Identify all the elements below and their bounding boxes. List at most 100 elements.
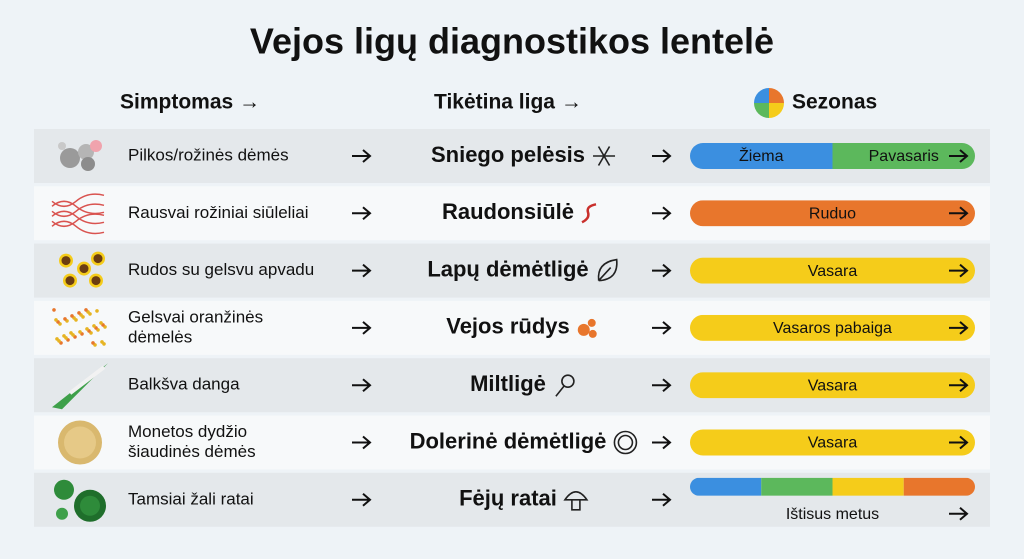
disease-icon — [587, 318, 596, 327]
season-bar — [690, 477, 762, 496]
arrow — [652, 321, 672, 335]
icon-part — [92, 324, 96, 328]
icon-part — [77, 311, 81, 315]
disease-icon — [617, 434, 634, 451]
icon-part — [70, 314, 74, 318]
icon-part — [51, 203, 105, 218]
icon-part — [78, 144, 94, 160]
symptom: šiaudinės dėmės — [128, 442, 256, 461]
icon-part — [51, 210, 105, 225]
disease: Raudonsiūlė — [442, 199, 574, 224]
season-bar — [690, 314, 975, 341]
arrow — [352, 263, 372, 278]
pie-icon — [754, 88, 784, 118]
icon-part — [54, 479, 74, 500]
icon-part — [64, 426, 96, 459]
icon-part — [85, 327, 89, 331]
symptom: Monetos dydžio — [128, 422, 247, 441]
season-bar — [690, 257, 975, 284]
symptom: dėmelės — [128, 327, 192, 346]
symptom: Balkšva danga — [128, 375, 240, 394]
arrow — [949, 149, 969, 163]
symptom: Tamsiai žali ratai — [128, 489, 254, 508]
season-bar — [690, 200, 975, 227]
icon-part — [93, 254, 103, 264]
disease-icon — [581, 203, 597, 224]
disease-icon — [588, 329, 597, 338]
season-bar — [903, 477, 975, 496]
arrow — [652, 378, 672, 392]
icon-part — [51, 220, 105, 235]
icon-part — [61, 256, 71, 266]
icon-part — [51, 200, 105, 215]
icon-part — [84, 308, 88, 312]
rows: Pilkos/rožinės dėmės Sniego pelėsis Žiema P… — [34, 129, 990, 527]
season-bar — [690, 372, 975, 399]
disease-icon — [597, 146, 611, 166]
icon-part — [81, 157, 95, 171]
disease: Miltligė — [470, 371, 546, 396]
icon-part — [90, 140, 102, 152]
disease-icon — [577, 323, 590, 336]
column-header: Sezonas — [792, 91, 877, 114]
season-label: Žiema — [739, 146, 784, 165]
season-label: Vasaros pabaiga — [773, 320, 892, 337]
icon-part — [55, 337, 59, 341]
disease-icon — [555, 385, 565, 397]
arrow — [652, 263, 672, 278]
arrow — [352, 493, 372, 507]
season-label: Ištisus metus — [786, 506, 879, 523]
symptom: Rudos su gelsvu apvadu — [128, 260, 314, 279]
icon-part — [100, 340, 104, 344]
season-label: Vasara — [808, 377, 858, 394]
column-header: Simptomas → — [120, 91, 260, 114]
title: Vejos ligų diagnostikos lentelė — [250, 21, 774, 62]
season-bar — [832, 477, 904, 496]
season-label: Vasara — [808, 435, 858, 452]
disease-icon — [597, 258, 618, 282]
arrow — [652, 493, 672, 507]
icon-part — [91, 276, 101, 286]
icon-part — [51, 213, 105, 228]
disease: Vejos rūdys — [446, 314, 570, 339]
symptom: Gelsvai oranžinės — [128, 307, 263, 326]
season-label: Pavasaris — [869, 148, 939, 165]
arrow — [652, 206, 672, 221]
symptom: Pilkos/rožinės dėmės — [128, 145, 289, 164]
season-label: Vasara — [808, 263, 858, 280]
column-header: Tikėtina liga → — [434, 91, 582, 114]
row: Tamsiai žali ratai Fėjų ratai Ištisus metu… — [34, 472, 990, 527]
season-bar — [761, 477, 833, 496]
icon-part — [60, 148, 80, 168]
icon-part — [78, 330, 82, 334]
disease: Lapų dėmėtligė — [427, 256, 588, 281]
icon-part — [56, 507, 68, 520]
icon-part — [63, 317, 67, 321]
arrow — [949, 263, 969, 278]
arrow — [949, 321, 969, 335]
season-bar — [690, 143, 833, 169]
arrow — [652, 435, 672, 450]
arrow — [352, 435, 372, 450]
season-label: Ruduo — [809, 206, 856, 223]
icon-part — [80, 495, 100, 516]
icon-part — [91, 341, 95, 345]
disease: Fėjų ratai — [459, 486, 557, 511]
icon-part — [62, 334, 66, 338]
icon-part — [69, 331, 73, 335]
disease: Dolerinė dėmėtligė — [410, 428, 607, 453]
disease-icon — [563, 491, 589, 511]
icon-part — [79, 264, 89, 274]
season-bar — [690, 429, 975, 456]
row: Balkšva danga Miltligė Vasara — [34, 358, 990, 413]
icon-part — [52, 308, 56, 312]
row: Pilkos/rožinės dėmės Sniego pelėsis Žiema P… — [34, 129, 990, 183]
arrow — [352, 321, 372, 335]
disease: Sniego pelėsis — [431, 142, 585, 167]
arrow — [352, 378, 372, 392]
icon-part — [68, 365, 106, 395]
